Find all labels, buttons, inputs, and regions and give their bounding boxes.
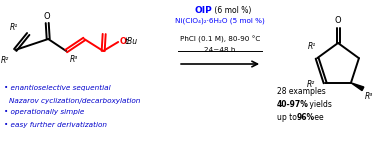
Text: • enantioselective sequential: • enantioselective sequential [4,85,111,91]
Text: O: O [44,12,51,21]
Text: ee: ee [312,113,324,122]
Text: 96%: 96% [297,113,315,122]
Text: R²: R² [307,80,315,89]
Text: OIP: OIP [194,5,212,14]
Polygon shape [351,83,364,91]
Text: 40-97%: 40-97% [277,100,309,109]
Text: PhCl (0.1 M), 80-90 °C: PhCl (0.1 M), 80-90 °C [180,35,260,43]
Text: O: O [119,37,126,46]
Text: O: O [335,16,341,25]
Text: R¹: R¹ [308,42,316,51]
Text: R³: R³ [70,55,78,63]
Text: yields: yields [307,100,332,109]
Text: R¹: R¹ [10,23,19,32]
Text: • easy further derivatization: • easy further derivatization [4,122,107,128]
Text: 28 examples: 28 examples [277,87,326,96]
Text: (6 mol %): (6 mol %) [212,5,251,14]
Text: up to: up to [277,113,299,122]
Text: • operationally simple: • operationally simple [4,109,85,115]
Text: Ni(ClO₄)₂·6H₂O (5 mol %): Ni(ClO₄)₂·6H₂O (5 mol %) [175,18,265,24]
Text: Nazarov cyclization/decarboxylation: Nazarov cyclization/decarboxylation [9,98,141,104]
Text: R²: R² [1,56,9,65]
Text: tBu: tBu [124,37,137,46]
Text: 24~48 h: 24~48 h [204,47,236,53]
Text: R³: R³ [365,92,373,101]
